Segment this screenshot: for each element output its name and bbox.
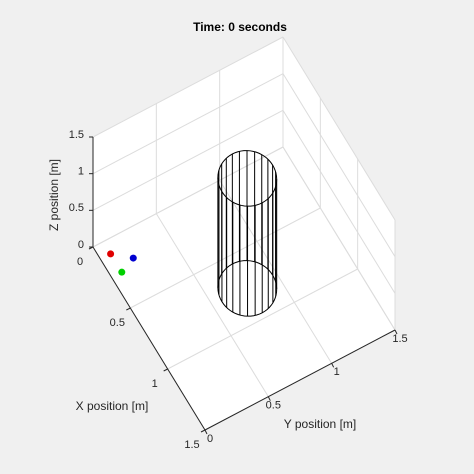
x-tick-label: 0.5: [110, 317, 125, 329]
chart-title: Time: 0 seconds: [193, 20, 287, 34]
y-tick: [267, 396, 271, 401]
y-tick-label: 1.5: [392, 333, 407, 345]
z-axis-label: Z position [m]: [47, 159, 61, 231]
axes-background: [93, 147, 395, 430]
grid-line: [130, 207, 321, 309]
x-tick-label: 1: [152, 378, 158, 390]
grid-line: [167, 268, 358, 370]
x-axis: [92, 246, 206, 431]
z-tick-label: 0: [78, 239, 84, 251]
y-tick: [204, 429, 208, 435]
y-tick: [331, 363, 335, 368]
y-axis-label: Y position [m]: [284, 417, 356, 431]
x-tick: [163, 368, 168, 372]
grid-line: [92, 109, 284, 211]
y-tick-label: 0: [207, 433, 213, 445]
z-tick-label: 1: [78, 166, 84, 178]
z-tick-label: 1.5: [69, 129, 84, 141]
grid-line: [282, 73, 396, 257]
x-tick: [126, 307, 131, 311]
grid-line: [282, 146, 396, 331]
point: [107, 250, 115, 258]
grid-line: [282, 36, 396, 221]
axes-background: [283, 37, 395, 330]
grid-line: [155, 213, 269, 397]
y-tick-label: 1: [334, 366, 340, 378]
x-tick: [200, 429, 206, 433]
x-axis-label: X position [m]: [76, 399, 149, 413]
y-tick: [394, 329, 398, 335]
cylinder-rim: [217, 260, 278, 317]
y-tick-label: 0.5: [266, 400, 281, 412]
x-tick-label: 0: [77, 256, 83, 268]
grid-line: [282, 110, 396, 294]
x-tick-label: 1.5: [184, 439, 199, 451]
point: [118, 268, 126, 276]
y-axis: [204, 329, 396, 431]
cylinder-rim: [217, 150, 278, 207]
z-tick-label: 0.5: [69, 202, 84, 214]
grid-line: [92, 36, 284, 138]
point: [129, 254, 137, 262]
grid-line: [92, 73, 284, 175]
axes-background: [93, 37, 283, 247]
grid-line: [92, 146, 284, 248]
